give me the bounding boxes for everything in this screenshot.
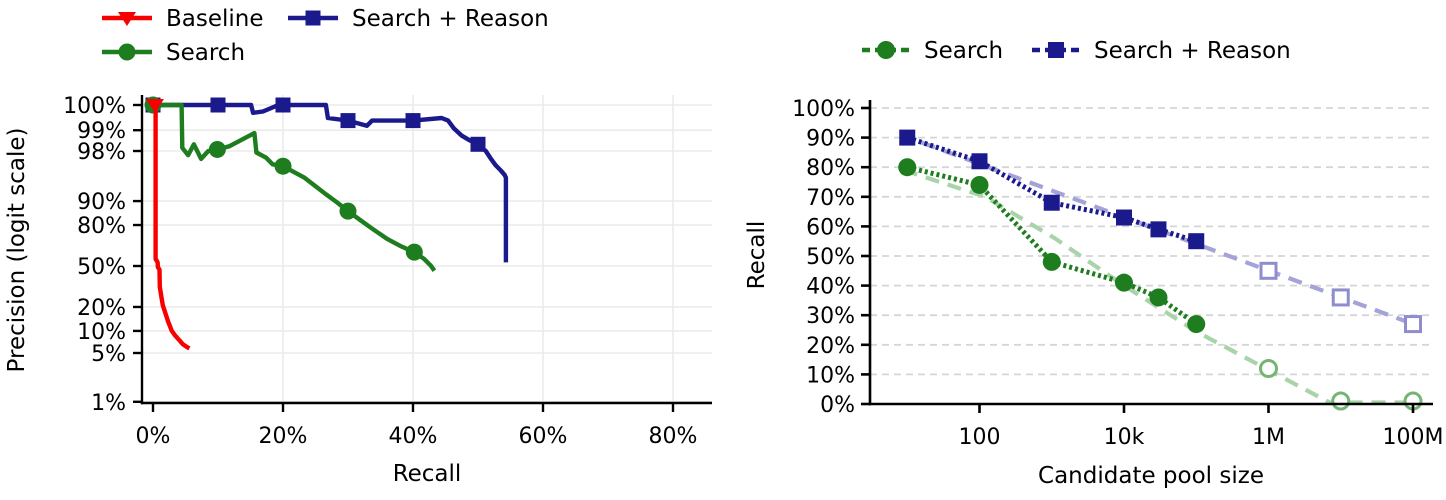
marker-circle bbox=[1259, 358, 1278, 378]
right-y-axis-label: Recall bbox=[744, 221, 770, 290]
marker-square bbox=[1150, 221, 1167, 238]
y-tick-label: 80% bbox=[77, 214, 126, 239]
marker-square bbox=[1188, 233, 1205, 250]
x-tick-label: 80% bbox=[649, 424, 698, 449]
series-line-search-reason bbox=[153, 102, 509, 263]
right-series bbox=[898, 129, 1423, 411]
y-tick-label: 20% bbox=[806, 334, 855, 359]
y-tick-label: 80% bbox=[806, 156, 855, 181]
trend-line-search bbox=[903, 168, 1413, 405]
y-tick-label: 100% bbox=[792, 97, 855, 122]
marker-square bbox=[1048, 42, 1064, 58]
right-legend-label-search-reason: Search + Reason bbox=[1094, 38, 1291, 64]
y-tick-label: 20% bbox=[77, 296, 126, 321]
marker-square bbox=[1259, 261, 1278, 280]
right-gridlines bbox=[870, 107, 1433, 376]
x-tick-label: 1M bbox=[1252, 425, 1285, 450]
marker-circle bbox=[118, 43, 136, 61]
left-legend-label-baseline: Baseline bbox=[166, 6, 264, 32]
right-x-axis-label: Candidate pool size bbox=[1038, 463, 1264, 489]
left-x-axis-label: Recall bbox=[393, 461, 462, 487]
y-tick-label: 10% bbox=[77, 320, 126, 345]
marker-circle bbox=[898, 158, 917, 177]
left-y-axis-label: Precision (logit scale) bbox=[4, 128, 30, 373]
marker-square bbox=[1331, 288, 1350, 307]
y-tick-label: 10% bbox=[806, 363, 855, 388]
marker-circle bbox=[1149, 288, 1168, 307]
x-tick-label: 20% bbox=[259, 424, 308, 449]
right-legend bbox=[862, 41, 1080, 59]
left-legend-label-search-reason: Search + Reason bbox=[352, 6, 549, 32]
x-tick-label: 100M bbox=[1383, 425, 1444, 450]
marker-circle bbox=[1115, 273, 1133, 292]
marker-square bbox=[470, 136, 486, 152]
marker-circle bbox=[877, 41, 895, 59]
x-tick-label: 0% bbox=[136, 424, 171, 449]
y-tick-label: 60% bbox=[806, 215, 855, 240]
recall-vs-poolsize-chart: 100 10k 1M 100M 100% 90% 80% 70% 60% 50% 40% 30% 20%… bbox=[744, 38, 1443, 489]
y-tick-label: 5% bbox=[91, 342, 126, 367]
marker-triangle-down bbox=[118, 12, 136, 26]
left-legend-label-search: Search bbox=[166, 40, 245, 66]
precision-recall-chart: 0% 20% 40% 60% 80%100%99%98%90%80%50%20%10%5… bbox=[4, 6, 712, 487]
marker-square bbox=[1404, 315, 1422, 334]
x-tick-label: 100 bbox=[959, 425, 1001, 450]
marker-square bbox=[210, 97, 226, 113]
left-gridlines bbox=[142, 95, 712, 403]
marker-square bbox=[405, 113, 421, 129]
marker-circle bbox=[274, 157, 292, 175]
marker-square bbox=[971, 153, 988, 170]
y-tick-label: 30% bbox=[806, 304, 855, 329]
y-tick-label: 100% bbox=[63, 94, 126, 119]
left-legend bbox=[102, 10, 338, 61]
marker-circle bbox=[1187, 315, 1206, 334]
marker-triangle-down bbox=[145, 99, 164, 113]
left-axes: 0% 20% 40% 60% 80%100%99%98%90%80%50%20%10%5… bbox=[63, 94, 712, 449]
marker-circle bbox=[339, 202, 357, 220]
y-tick-label: 0% bbox=[820, 393, 855, 418]
y-tick-label: 70% bbox=[806, 186, 855, 211]
x-tick-label: 60% bbox=[519, 424, 568, 449]
x-tick-label: 10k bbox=[1104, 425, 1145, 450]
marker-square bbox=[1043, 194, 1060, 211]
right-legend-label-search: Search bbox=[924, 38, 1003, 64]
marker-circle bbox=[1331, 391, 1351, 411]
y-tick-label: 98% bbox=[77, 140, 126, 165]
y-tick-label: 50% bbox=[806, 245, 855, 270]
right-axes: 100 10k 1M 100M 100% 90% 80% 70% 60% 50% 40% 30% 20%… bbox=[792, 97, 1443, 450]
marker-circle bbox=[1042, 252, 1061, 271]
marker-square bbox=[899, 129, 916, 146]
y-tick-label: 40% bbox=[806, 275, 855, 300]
marker-circle bbox=[208, 140, 226, 158]
x-tick-label: 40% bbox=[389, 424, 438, 449]
y-tick-label: 1% bbox=[91, 391, 126, 416]
y-tick-label: 99% bbox=[77, 119, 126, 144]
marker-circle bbox=[405, 243, 423, 261]
y-tick-label: 90% bbox=[77, 190, 126, 215]
y-tick-label: 50% bbox=[77, 255, 126, 280]
marker-square bbox=[1116, 209, 1132, 226]
marker-square bbox=[305, 10, 321, 26]
y-tick-label: 90% bbox=[806, 127, 855, 152]
marker-square bbox=[340, 113, 356, 129]
left-series bbox=[144, 96, 509, 351]
marker-square bbox=[275, 97, 291, 113]
series-line-baseline bbox=[153, 102, 191, 351]
marker-circle bbox=[970, 175, 989, 194]
